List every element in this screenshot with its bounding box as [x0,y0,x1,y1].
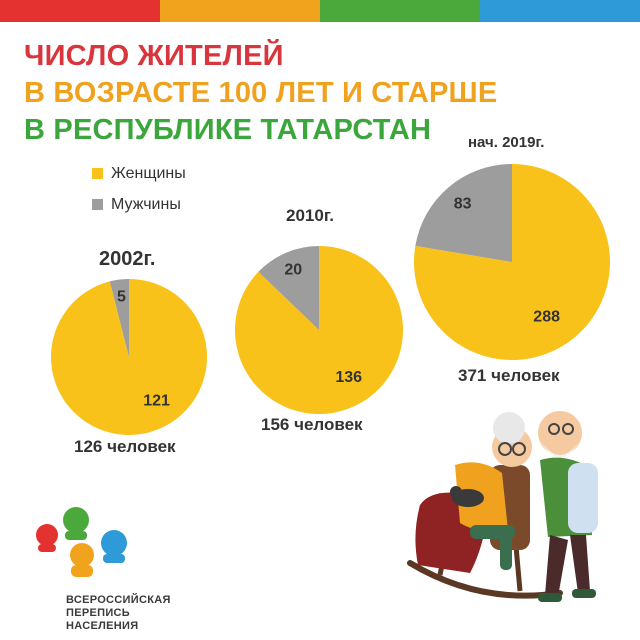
pie-3-slice-men [415,164,512,262]
logo-dot-green [63,507,89,540]
pie-3-total-label: 371 человек [458,366,560,385]
logo-text-line-1: ВСЕРОССИЙСКАЯ [66,594,171,606]
pie-2-label-women: 136 [335,369,362,386]
logo-text-line-2: ПЕРЕПИСЬ [66,607,130,619]
stripe-segment-orange [160,0,320,22]
stripe-segment-red [0,0,160,22]
legend-swatch-women [92,168,103,179]
legend-swatch-men [92,199,103,210]
title-line-2: В ВОЗРАСТЕ 100 ЛЕТ И СТАРШЕ [24,77,498,109]
chart-title: ЧИСЛО ЖИТЕЛЕЙ В ВОЗРАСТЕ 100 ЛЕТ И СТАРШ… [24,38,497,149]
pie-3-year-label: нач. 2019г. [468,134,545,151]
pie-2-year-label: 2010г. [286,206,334,225]
pie-3-label-women: 288 [533,309,560,326]
census-logo-icon [36,507,127,577]
pie-2-total-label: 156 человек [261,415,363,434]
logo-dot-orange [70,543,94,577]
census-logo-text: ВСЕРОССИЙСКАЯ ПЕРЕПИСЬ НАСЕЛЕНИЯ [66,594,171,633]
logo-dot-red [36,524,58,552]
stripe-segment-blue [480,0,640,22]
legend-item-women: Женщины [92,158,186,189]
pie-2-slice-men [258,246,319,330]
pie-1-slice-women [50,279,207,436]
pie-1-year-label: 2002г. [99,248,156,270]
pie-1-total-label: 126 человек [74,437,176,456]
logo-text-line-3: НАСЕЛЕНИЯ [66,620,139,632]
pie-1-label-women: 121 [143,392,170,409]
chart-legend: Женщины Мужчины [92,158,186,220]
legend-item-men: Мужчины [92,189,186,220]
pie-1-slice-men [109,279,129,357]
pie-1-label-men: 5 [117,289,126,306]
title-line-1: ЧИСЛО ЖИТЕЛЕЙ [24,40,284,72]
logo-dot-blue [101,530,127,563]
elderly-couple-illustration [407,411,598,602]
pie-2-slice-women [235,246,404,414]
pie-3-slice-women [413,164,610,360]
legend-label-men: Мужчины [111,195,181,213]
stripe-segment-green [320,0,480,22]
title-line-3: В РЕСПУБЛИКЕ ТАТАРСТАН [24,114,432,146]
pie-2-label-men: 20 [284,262,302,279]
pie-3-label-men: 83 [454,196,472,213]
legend-label-women: Женщины [111,164,186,182]
